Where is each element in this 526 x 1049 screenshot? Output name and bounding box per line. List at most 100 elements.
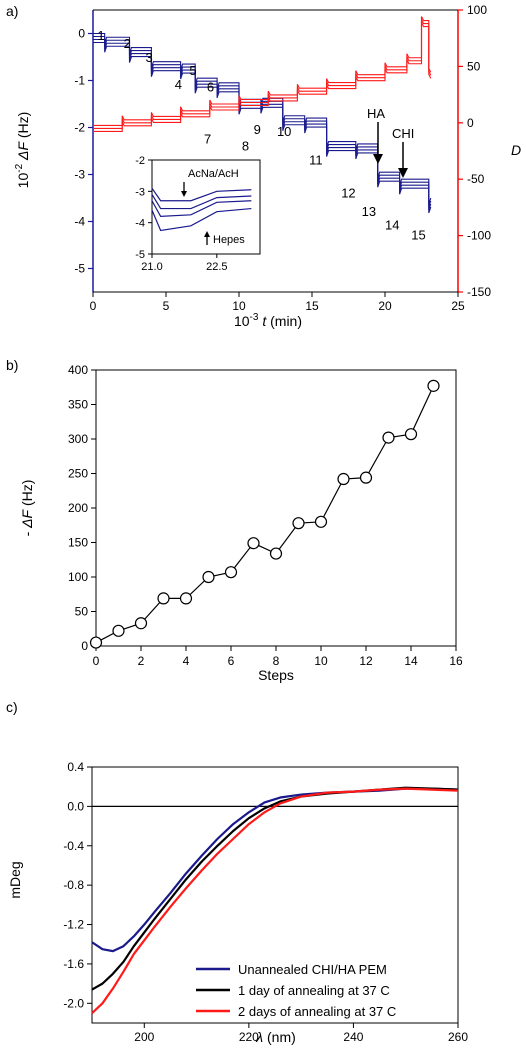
legend-label-1day: 1 day of annealing at 37 C — [238, 983, 390, 998]
panel-b-line — [95, 385, 435, 644]
panel-a-x-tick-label: 5 — [163, 299, 170, 313]
panel-b-x-axis-title: Steps — [258, 667, 294, 683]
step-label-1: 1 — [97, 28, 104, 43]
panel-c-y-tick-label: -1.2 — [63, 918, 84, 932]
panel-c-y-tick-label: 0.0 — [67, 799, 84, 813]
step-label-10: 10 — [277, 124, 291, 139]
annotation-chi-arrowhead — [398, 168, 408, 178]
panel-b-frame — [95, 369, 457, 647]
panel-b-point — [314, 515, 328, 528]
panel-a-left-axis: 0 -1 -2 -3 -4 -5 — [74, 10, 94, 292]
panel-a-x-axis-title: 10-3 t (min) — [234, 312, 302, 329]
panel-b-point — [89, 636, 103, 649]
cd-spectrum-3 — [91, 787, 459, 1014]
inset-x-tick-labels: 21.0 22.5 — [141, 254, 228, 273]
panel-b-point — [337, 472, 350, 486]
inset-trace-3 — [151, 200, 252, 218]
panel-b-x-tick-label: 2 — [138, 654, 145, 668]
panel-b-x-tick-label: 8 — [273, 654, 280, 668]
panel-b-point — [224, 566, 238, 579]
panel-b-point — [112, 624, 125, 637]
panel-a-right-tick-label: 50 — [467, 59, 481, 73]
panel-b-y-axis-title: - ΔF (Hz) — [19, 480, 35, 537]
panel-a-right-tick-label: 100 — [467, 3, 487, 17]
step-label-3: 3 — [146, 50, 153, 65]
panel-b-point — [269, 547, 283, 560]
panel-a-x-tick-labels: 0 5 10 15 20 25 — [90, 292, 465, 313]
panel-b-y-tick-label: 200 — [68, 501, 88, 515]
annotation-ha: HA — [367, 106, 385, 121]
cd-spectrum-2 — [91, 786, 459, 991]
panel-c-x-tick-label: 200 — [134, 1030, 154, 1044]
panel-a-right-tick-label: -100 — [467, 229, 491, 243]
inset-y-tick-label: -2 — [135, 155, 145, 167]
panel-b-y-tick-label: 50 — [75, 605, 89, 619]
panel-b-point — [247, 537, 260, 550]
panel-a-x-tick-label: 20 — [378, 299, 392, 313]
inset-y-tick-labels: -2 -3 -4 -5 — [135, 155, 152, 261]
step-label-11: 11 — [309, 152, 323, 167]
panel-c-frame — [91, 766, 459, 1024]
panel-b-label: b) — [6, 357, 18, 373]
panel-a-left-tick-label: 0 — [78, 27, 85, 41]
panel-a-right-tick-label: -50 — [467, 172, 485, 186]
panel-b-y-tick-label: 250 — [68, 467, 88, 481]
panel-b-x-tick-label: 0 — [93, 654, 100, 668]
panel-a-x-tick-label: 25 — [451, 299, 465, 313]
inset-y-tick-label: -5 — [135, 249, 145, 261]
frequency-trace-3 — [93, 38, 432, 211]
step-label-4: 4 — [175, 77, 182, 92]
dissipation-trace-3 — [93, 22, 432, 132]
inset-x-tick-label: 22.5 — [206, 261, 227, 273]
step-label-2: 2 — [124, 36, 131, 51]
panel-c-x-tick-label: 240 — [343, 1030, 363, 1044]
frequency-trace-4 — [93, 41, 432, 214]
panel-a-left-tick-label: -2 — [74, 121, 85, 135]
panel-c: c) 0.40.0-0.4-0.8-1.2-1.6-2.0 200 220 240 2… — [6, 699, 468, 1045]
step-label-7: 7 — [204, 131, 211, 146]
panel-b-y-tick-label: 0 — [81, 639, 88, 653]
panel-b-point — [359, 471, 373, 484]
panel-a-label: a) — [6, 3, 18, 19]
inset-y-tick-label: -3 — [135, 186, 145, 198]
panel-a-right-tick-label: 0 — [467, 116, 474, 130]
panel-a-x-tick-label: 15 — [305, 299, 319, 313]
panel-c-y-tick-label: -1.6 — [63, 957, 84, 971]
inset-traces — [151, 187, 252, 232]
panel-a-left-tick-label: -5 — [74, 262, 85, 276]
step-label-6: 6 — [207, 80, 214, 95]
panel-b-x-tick-label: 6 — [228, 654, 235, 668]
panel-c-x-tick-labels: 200 220 240 260 — [134, 1023, 468, 1044]
panel-b-x-tick-labels: 0 2 4 6 8 10 12 14 16 — [93, 646, 463, 668]
step-label-14: 14 — [385, 217, 399, 232]
panel-a-inset: -2 -3 -4 -5 21.0 22.5 AcNa/AcH Hepes — [135, 155, 261, 273]
panel-b-point — [382, 431, 395, 444]
panel-a-right-tick-label: -150 — [467, 285, 491, 299]
panel-a-x-tick-label: 0 — [90, 299, 97, 313]
annotation-ha-arrowhead — [373, 154, 383, 164]
panel-b-y-tick-labels: 0 50 100 150 200 250 300 350 400 — [68, 363, 96, 653]
panel-a-y2-axis-title: D — [511, 142, 521, 158]
panel-c-y-tick-label: 0.4 — [67, 760, 84, 774]
inset-arrowhead-acna — [181, 191, 187, 197]
panel-b-x-tick-label: 16 — [449, 654, 463, 668]
panel-b-point — [157, 592, 170, 605]
panel-c-legend: Unannealed CHI/HA PEM 1 day of annealing… — [196, 962, 396, 1019]
inset-arrowhead-hepes — [204, 231, 210, 237]
panel-c-x-tick-label: 260 — [448, 1030, 468, 1044]
panel-b-x-tick-label: 14 — [404, 654, 418, 668]
inset-x-tick-label: 21.0 — [141, 261, 162, 273]
panel-a-left-tick-label: -4 — [74, 215, 85, 229]
panel-a-right-axis: 100 50 0 -50 -100 -150 — [457, 3, 491, 299]
step-label-8: 8 — [242, 138, 249, 153]
panel-b-point — [202, 570, 215, 584]
panel-c-x-axis-title: λ (nm) — [255, 1029, 296, 1045]
dissipation-trace-2 — [93, 16, 432, 126]
panel-a-right-tick-labels: 100 50 0 -50 -100 -150 — [458, 3, 491, 299]
panel-b-x-tick-label: 12 — [359, 654, 373, 668]
panel-b-y-tick-label: 350 — [68, 398, 88, 412]
step-label-12: 12 — [341, 185, 355, 200]
